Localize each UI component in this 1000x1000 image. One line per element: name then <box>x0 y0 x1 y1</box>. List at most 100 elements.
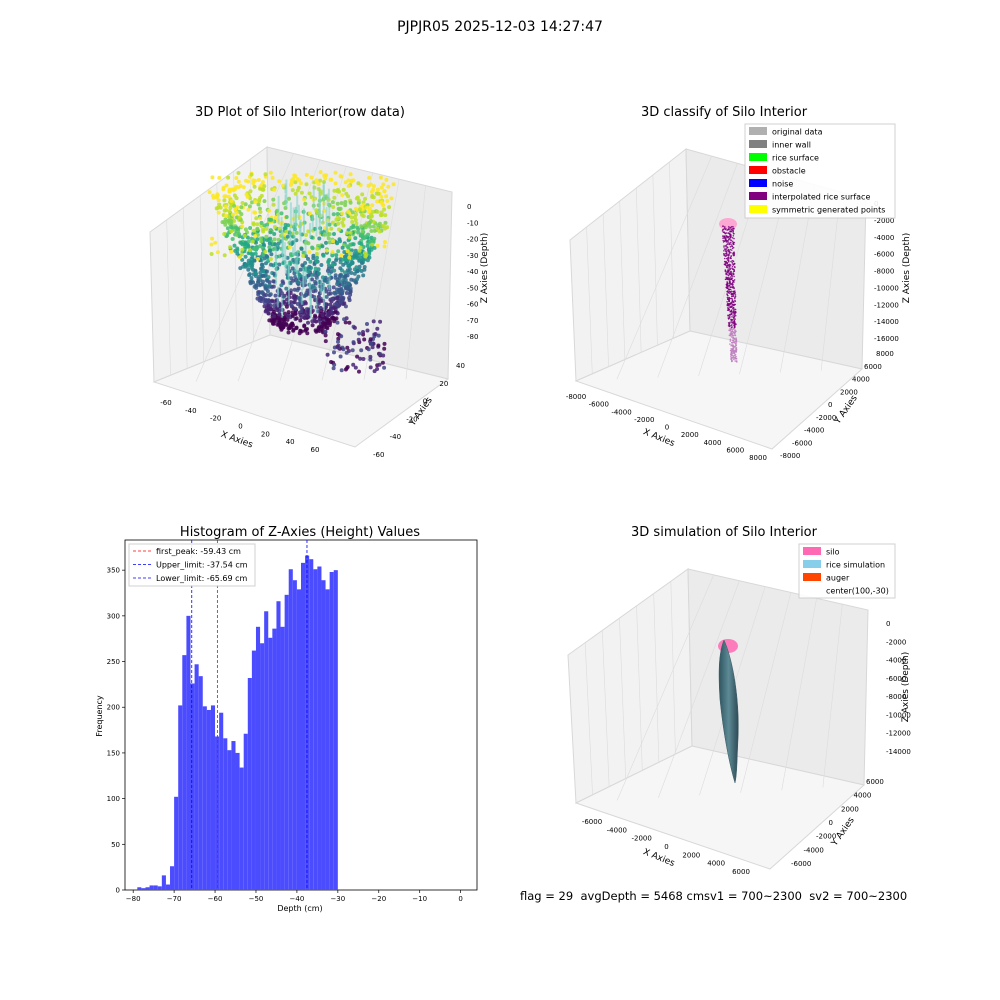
scatter-point <box>248 281 253 286</box>
y-tick-label: 100 <box>107 795 120 803</box>
scatter-point <box>253 200 258 205</box>
tick-label: -8000 <box>874 268 894 276</box>
scatter-point <box>285 314 290 319</box>
scatter-point <box>240 257 245 262</box>
interpolated-point <box>729 297 731 300</box>
scatter-point <box>376 191 381 196</box>
histogram-x-axis-label: Depth (cm) <box>277 904 322 913</box>
scatter-point <box>255 237 260 242</box>
scatter-point <box>284 304 289 309</box>
scatter-point <box>382 341 387 346</box>
interpolated-point <box>731 321 733 324</box>
scatter-point <box>379 185 384 190</box>
scatter-point <box>273 319 278 324</box>
interpolated-point <box>729 230 732 233</box>
interpolated-point <box>722 241 725 243</box>
scatter-point <box>209 252 214 256</box>
legend-label: rice surface <box>772 154 819 163</box>
interpolated-point <box>730 226 733 228</box>
histogram-reference-lines <box>191 540 308 890</box>
interpolated-point <box>726 266 729 269</box>
scatter-point <box>372 245 377 250</box>
legend-label: auger <box>826 574 850 583</box>
tick-label: 6000 <box>726 446 744 454</box>
interpolated-point <box>728 305 730 307</box>
tick-label: -4000 <box>804 427 824 435</box>
scatter-point <box>253 271 258 276</box>
legend-label: obstacle <box>772 167 806 176</box>
y-tick-label: 150 <box>107 749 120 757</box>
scatter-point <box>313 288 318 293</box>
interpolated-point <box>730 332 733 335</box>
scatter-point <box>256 178 261 182</box>
tick-label: 4000 <box>852 376 870 384</box>
scatter-point <box>326 236 331 241</box>
scatter-point <box>305 288 310 293</box>
scatter-point <box>287 196 291 201</box>
tick-label: 2000 <box>681 431 699 439</box>
scatter-point <box>226 194 231 199</box>
scatter-point <box>368 219 373 223</box>
scatter-point <box>229 249 234 254</box>
tick-label: -20 <box>210 415 221 423</box>
scatter-point <box>289 303 294 308</box>
scatter-point <box>292 300 297 305</box>
tick-label: -6000 <box>589 401 609 409</box>
histogram-y-axis-label: Frequency <box>95 695 104 737</box>
scatter-point <box>335 295 340 300</box>
scatter-point <box>225 226 230 231</box>
interpolated-point <box>728 243 730 245</box>
interpolated-point <box>731 303 734 306</box>
scatter-point <box>380 360 385 365</box>
interpolated-point <box>730 297 733 300</box>
scatter-point <box>307 250 312 255</box>
tick-label: -14000 <box>886 748 911 756</box>
histogram-bar <box>321 580 326 890</box>
scatter-point <box>334 258 339 263</box>
scatter-point <box>347 235 352 240</box>
interpolated-point <box>729 340 732 342</box>
interpolated-point <box>735 348 738 350</box>
scatter-point <box>250 239 255 244</box>
scatter-point <box>352 325 357 330</box>
scatter-point <box>266 311 271 316</box>
scatter-point <box>357 258 362 263</box>
x-tick-label: −60 <box>208 895 223 903</box>
interpolated-point <box>728 227 730 230</box>
scatter-point <box>231 212 236 217</box>
histogram-x-ticks: −80 −70 −60 −50 −40 −30 −20 −10 0 <box>126 890 463 903</box>
interpolated-point <box>731 261 733 264</box>
scatter-point <box>290 314 295 319</box>
scatter-point <box>332 195 337 200</box>
scatter-point <box>345 345 350 350</box>
scatter-point <box>320 320 325 325</box>
x-tick-label: −40 <box>290 895 305 903</box>
scatter-point <box>359 255 364 260</box>
interpolated-point <box>732 337 734 339</box>
scatter-point <box>343 367 348 372</box>
interpolated-point <box>729 302 732 304</box>
scatter-point <box>325 313 330 318</box>
scatter-point <box>248 189 253 194</box>
interpolated-point <box>729 314 731 317</box>
scatter-point <box>237 255 242 260</box>
tick-label: -10000 <box>886 711 911 719</box>
scatter-point <box>360 212 364 217</box>
scatter-point <box>253 234 258 238</box>
interpolated-point <box>727 269 729 271</box>
histogram-bar <box>317 566 322 890</box>
interpolated-point <box>728 315 731 318</box>
interpolated-point <box>725 240 728 242</box>
scatter-point <box>314 208 319 213</box>
legend-label: noise <box>772 180 793 189</box>
scatter-point <box>385 225 390 230</box>
scatter-point <box>261 229 266 234</box>
tick-label: 4000 <box>704 439 722 447</box>
scatter-point <box>350 210 355 215</box>
interpolated-point <box>733 358 735 361</box>
scatter-point <box>375 187 380 192</box>
scatter-point <box>299 315 304 320</box>
scatter-point <box>363 196 368 201</box>
scatter-point <box>340 290 345 295</box>
scatter-point <box>217 202 222 207</box>
